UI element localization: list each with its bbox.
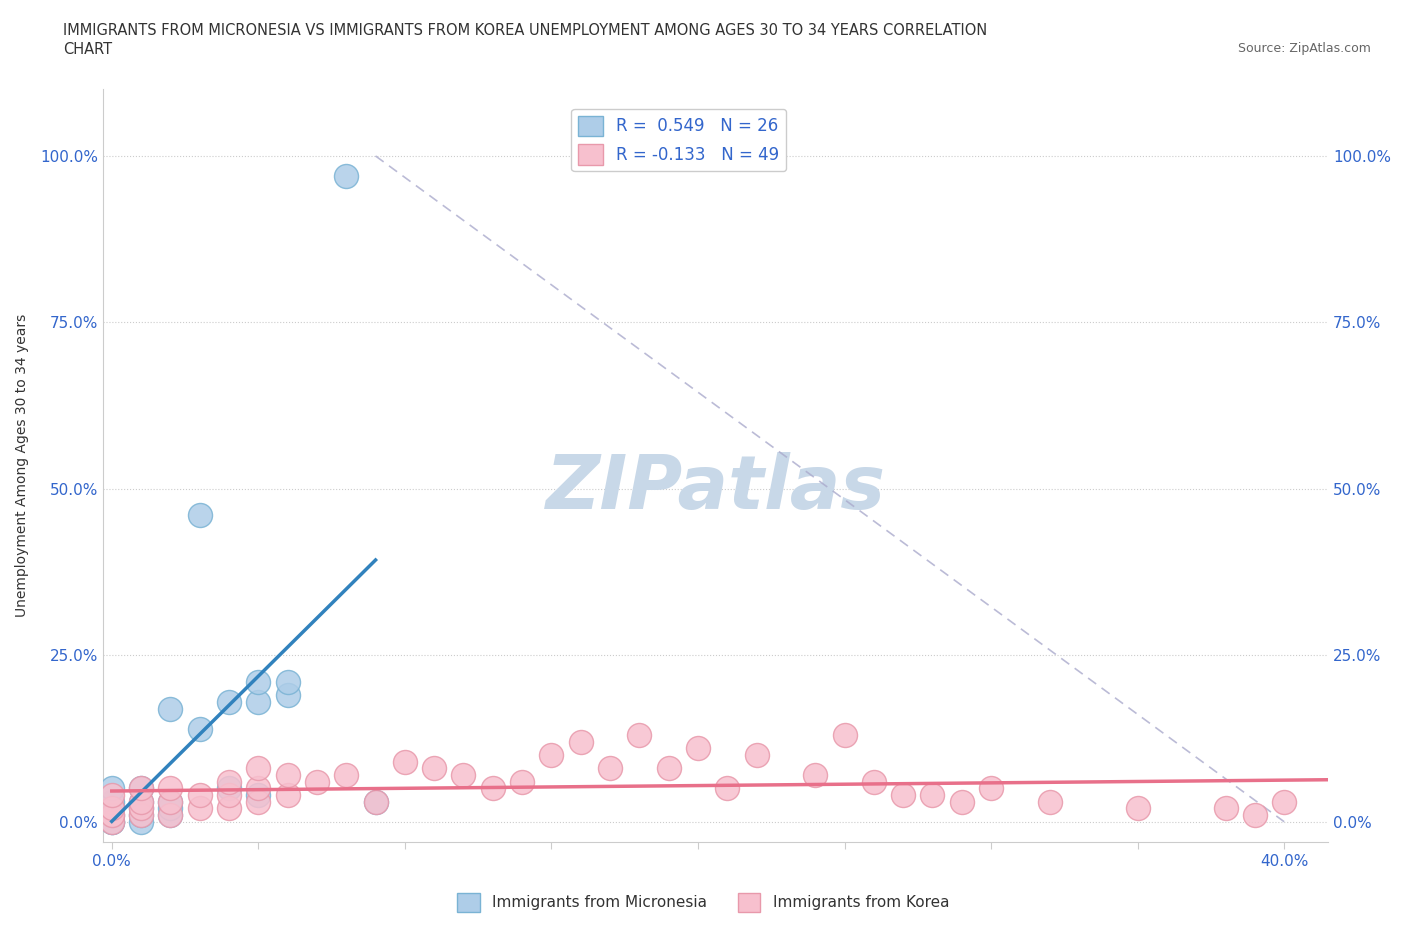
Point [1272,794,1295,809]
Point [129,794,152,809]
Point [247,761,270,776]
Point [188,801,211,816]
Point [129,781,152,796]
Point [364,794,387,809]
Point [129,794,152,809]
Point [453,767,475,782]
Point [188,721,211,736]
Point [159,807,181,822]
Point [891,788,914,803]
Point [247,788,270,803]
Point [423,761,446,776]
Point [335,767,357,782]
Point [159,701,181,716]
Text: CHART: CHART [63,42,112,57]
Point [129,815,152,830]
Point [658,761,681,776]
Point [100,794,122,809]
Point [100,815,122,830]
Point [745,748,768,763]
Point [481,781,503,796]
Point [218,775,240,790]
Point [277,688,299,703]
Point [100,801,122,816]
Y-axis label: Unemployment Among Ages 30 to 34 years: Unemployment Among Ages 30 to 34 years [15,314,30,618]
Point [980,781,1002,796]
Point [100,801,122,816]
Point [305,775,328,790]
Point [100,815,122,830]
Point [569,735,592,750]
Point [100,781,122,796]
Point [129,781,152,796]
Point [129,801,152,816]
Text: Source: ZipAtlas.com: Source: ZipAtlas.com [1237,42,1371,55]
Point [247,781,270,796]
Point [510,775,533,790]
Point [247,695,270,710]
Point [129,801,152,816]
Point [218,788,240,803]
Point [335,168,357,183]
Point [218,801,240,816]
Point [686,741,709,756]
Point [394,754,416,769]
Point [599,761,621,776]
Point [950,794,973,809]
Point [277,674,299,689]
Point [188,788,211,803]
Point [1126,801,1149,816]
Point [100,807,122,822]
Point [188,508,211,523]
Point [159,794,181,809]
Point [247,794,270,809]
Point [129,807,152,822]
Point [834,728,856,743]
Point [540,748,562,763]
Point [364,794,387,809]
Point [1244,807,1267,822]
Point [863,775,886,790]
Point [159,807,181,822]
Point [159,794,181,809]
Point [218,695,240,710]
Point [1039,794,1062,809]
Point [804,767,827,782]
Point [277,788,299,803]
Legend: Immigrants from Micronesia, Immigrants from Korea: Immigrants from Micronesia, Immigrants f… [451,887,955,918]
Point [100,815,122,830]
Point [1215,801,1237,816]
Point [100,788,122,803]
Point [159,801,181,816]
Legend: R =  0.549   N = 26, R = -0.133   N = 49: R = 0.549 N = 26, R = -0.133 N = 49 [571,109,786,171]
Point [921,788,943,803]
Point [218,781,240,796]
Point [100,807,122,822]
Point [247,674,270,689]
Point [129,807,152,822]
Point [716,781,738,796]
Text: IMMIGRANTS FROM MICRONESIA VS IMMIGRANTS FROM KOREA UNEMPLOYMENT AMONG AGES 30 T: IMMIGRANTS FROM MICRONESIA VS IMMIGRANTS… [63,23,987,38]
Text: ZIPatlas: ZIPatlas [546,452,886,525]
Point [628,728,651,743]
Point [159,781,181,796]
Point [277,767,299,782]
